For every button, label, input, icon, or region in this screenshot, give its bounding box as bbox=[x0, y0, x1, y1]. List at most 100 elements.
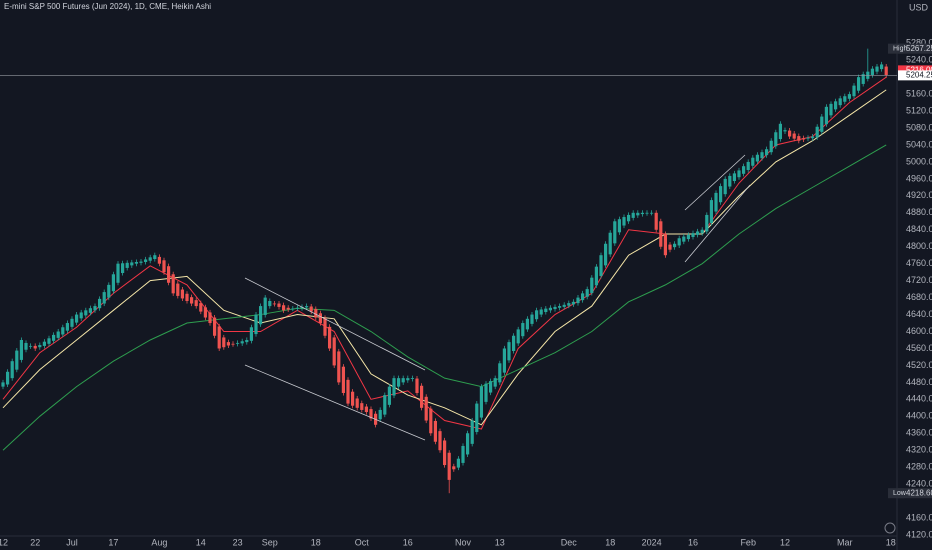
candle-body bbox=[852, 85, 856, 97]
candle-body bbox=[79, 312, 83, 319]
candle-body bbox=[415, 378, 419, 393]
y-tick-label: 4240.00 bbox=[906, 479, 932, 489]
candle-body bbox=[162, 260, 166, 273]
candle-body bbox=[617, 219, 621, 233]
candle-body bbox=[640, 212, 644, 215]
x-tick-label: Sep bbox=[262, 537, 278, 547]
candle-body bbox=[433, 420, 437, 442]
candle-body bbox=[493, 378, 497, 387]
x-tick-label: 12 bbox=[780, 537, 790, 547]
x-tick-label: Dec bbox=[561, 537, 578, 547]
last-price-value: 5204.25 bbox=[906, 70, 932, 79]
candle-body bbox=[829, 103, 833, 116]
candle-body bbox=[190, 297, 194, 304]
candle-body bbox=[622, 217, 626, 226]
chart-title: E-mini S&P 500 Futures (Jun 2024), 1D, C… bbox=[4, 2, 211, 11]
candle-body bbox=[686, 234, 690, 240]
candle-body bbox=[700, 229, 704, 234]
candle-body bbox=[424, 396, 428, 421]
x-tick-label: 18 bbox=[886, 537, 896, 547]
candle-body bbox=[824, 106, 828, 125]
y-tick-label: 5000.00 bbox=[906, 156, 932, 166]
candle-body bbox=[521, 323, 525, 337]
candle-body bbox=[217, 326, 221, 349]
y-tick-label: 4880.00 bbox=[906, 207, 932, 217]
candle-body bbox=[199, 303, 203, 312]
candle-body bbox=[15, 350, 19, 370]
y-tick-label: 4360.00 bbox=[906, 428, 932, 438]
plot bbox=[1, 48, 888, 494]
candle-body bbox=[291, 308, 295, 310]
candle-body bbox=[259, 306, 263, 325]
candle-body bbox=[194, 300, 198, 307]
candle-body bbox=[148, 257, 152, 261]
trendlines bbox=[244, 154, 751, 441]
y-tick-label: 4800.00 bbox=[906, 241, 932, 251]
trendline bbox=[244, 277, 426, 371]
candle-body bbox=[263, 297, 267, 315]
candle-body bbox=[185, 293, 189, 301]
candle-body bbox=[811, 136, 815, 139]
candle-body bbox=[240, 341, 244, 344]
candle-body bbox=[806, 137, 810, 139]
candle-body bbox=[236, 342, 240, 344]
candle-body bbox=[751, 157, 755, 166]
candle-body bbox=[581, 293, 585, 301]
high-label: High bbox=[893, 45, 908, 52]
low-label-box bbox=[888, 488, 904, 499]
candle-body bbox=[548, 307, 552, 311]
candle-body bbox=[420, 385, 424, 408]
candle-body bbox=[180, 289, 184, 299]
candle-body bbox=[466, 433, 470, 455]
candle-body bbox=[111, 274, 115, 292]
candle-body bbox=[98, 298, 102, 309]
trendline bbox=[684, 154, 746, 211]
candle-body bbox=[760, 152, 764, 159]
candle-body bbox=[406, 378, 410, 381]
candle-body bbox=[636, 212, 640, 216]
candle-body bbox=[410, 378, 414, 379]
candle-body bbox=[461, 445, 465, 463]
candle-body bbox=[42, 341, 46, 346]
candle-body bbox=[328, 326, 332, 349]
y-tick-label: 4680.00 bbox=[906, 292, 932, 302]
candle-body bbox=[585, 289, 589, 297]
candle-body bbox=[401, 378, 405, 383]
candle-body bbox=[838, 98, 842, 106]
candle-body bbox=[571, 301, 575, 305]
candle-body bbox=[309, 306, 313, 312]
x-tick-label: 18 bbox=[311, 537, 321, 547]
candle-body bbox=[475, 403, 479, 432]
candle-body bbox=[553, 306, 557, 310]
candle-body bbox=[397, 378, 401, 387]
candle-body bbox=[525, 318, 529, 330]
candle-body bbox=[245, 339, 249, 343]
trendline bbox=[684, 184, 751, 263]
x-tick-label: 16 bbox=[403, 537, 413, 547]
y-tick-label: 4760.00 bbox=[906, 258, 932, 268]
y-tick-label: 5040.00 bbox=[906, 139, 932, 149]
candle-body bbox=[650, 212, 654, 214]
candle-body bbox=[176, 283, 180, 296]
x-tick-label: 13 bbox=[495, 537, 505, 547]
candle-body bbox=[562, 304, 566, 307]
candle-body bbox=[714, 192, 718, 212]
candle-body bbox=[801, 138, 805, 140]
candle-body bbox=[608, 232, 612, 255]
x-tick-label: 22 bbox=[30, 537, 40, 547]
candle-body bbox=[668, 244, 672, 250]
candle-body bbox=[654, 212, 658, 230]
candle-body bbox=[682, 236, 686, 242]
candle-body bbox=[231, 343, 235, 345]
candle-body bbox=[820, 116, 824, 132]
candle-body bbox=[107, 284, 111, 298]
candle-body bbox=[337, 351, 341, 383]
candle-body bbox=[769, 140, 773, 153]
candle-body bbox=[272, 303, 276, 305]
y-tick-label: 5160.00 bbox=[906, 88, 932, 98]
currency-label: USD bbox=[909, 2, 929, 12]
candle-body bbox=[323, 317, 327, 336]
candle-body bbox=[489, 381, 493, 393]
candle-body bbox=[318, 313, 322, 324]
